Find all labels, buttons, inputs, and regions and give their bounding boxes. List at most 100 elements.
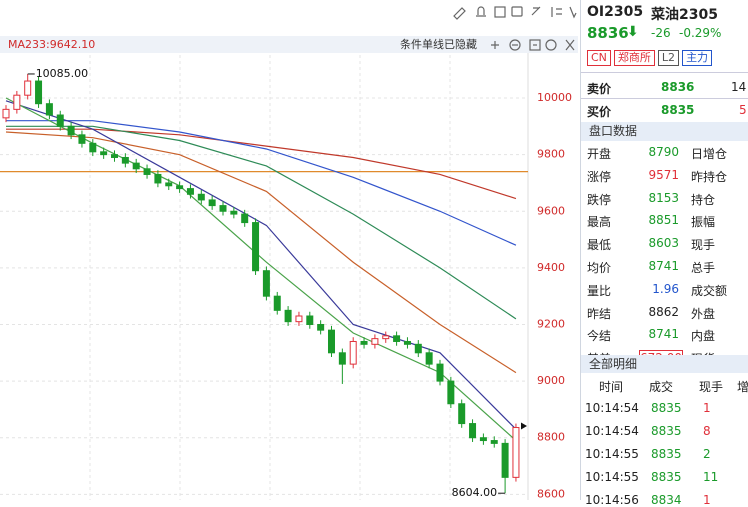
row-label: 持仓	[691, 192, 716, 207]
annotation: 8604.00	[452, 486, 498, 499]
price-marker	[521, 422, 527, 430]
row-value: 8153	[648, 190, 679, 205]
candle-body	[176, 185, 184, 190]
candle-body	[165, 182, 173, 187]
ask-label: 卖价	[587, 82, 612, 96]
name: 菜油2305	[651, 7, 718, 23]
ma-line	[6, 125, 517, 320]
row-label: 外盘	[691, 306, 716, 321]
y-tick-label: 8600	[537, 487, 565, 500]
candle-body	[393, 335, 401, 342]
y-tick-label: 9000	[537, 374, 565, 387]
row-label: 昨结	[587, 306, 612, 321]
bid-vol: 5	[739, 103, 747, 117]
detail-head: 增	[737, 380, 748, 394]
row-value: 8741	[648, 259, 679, 273]
candle-body	[132, 162, 140, 170]
detail-vol: 2	[703, 447, 711, 461]
row-label: 总手	[691, 261, 716, 275]
candle-body	[371, 338, 379, 345]
divider	[581, 72, 748, 73]
bid-price: 8835	[661, 103, 695, 117]
row-label: 昨持仓	[691, 169, 728, 184]
candle-body	[414, 343, 422, 354]
detail-price: 8835	[651, 470, 682, 484]
annotation: 10085.00	[36, 67, 88, 80]
row-value: 9571	[648, 167, 679, 182]
detail-header: 全部明细	[581, 355, 748, 373]
detail-head: 成交	[649, 380, 674, 394]
detail-price: 8835	[651, 424, 682, 438]
row-label: 均价	[587, 261, 612, 275]
candle-body	[469, 423, 477, 439]
row-label: 涨停	[587, 169, 612, 184]
candle-body	[425, 352, 433, 365]
row-label: 现手	[691, 238, 716, 253]
candle-body	[284, 309, 292, 323]
candle-body	[121, 156, 129, 164]
row-label: 最高	[587, 215, 612, 230]
row-label: 振幅	[691, 215, 716, 230]
ask-price: 8836	[661, 80, 695, 94]
candle-body	[67, 125, 75, 136]
candle-body	[143, 168, 151, 175]
candle-body	[295, 315, 303, 323]
y-tick-label: 9200	[537, 317, 565, 330]
detail-time: 10:14:54	[585, 424, 639, 438]
row-label: 今结	[587, 329, 612, 344]
candle-body	[479, 437, 487, 442]
bid-label: 买价	[587, 105, 612, 119]
y-tick-label: 9600	[537, 204, 565, 217]
y-tick-label: 9400	[537, 261, 565, 274]
hint: 条件单线已隐藏	[400, 37, 477, 51]
candle-body	[208, 199, 216, 207]
detail-vol: 8	[703, 424, 711, 438]
detail-time: 10:14:55	[585, 447, 639, 461]
candle-body	[360, 340, 368, 345]
candle-body	[56, 114, 64, 127]
y-tick-label: 8800	[537, 431, 565, 444]
candle-body	[89, 142, 97, 153]
chart: MA233:9642.10 条件单线已隐藏 8600 8800 9000 9200 94…	[0, 6, 578, 500]
candle-body	[24, 80, 32, 96]
candle-body	[230, 210, 238, 215]
candle-body	[252, 222, 260, 272]
row-value: 1.96	[652, 281, 679, 296]
row-label: 最低	[587, 238, 612, 253]
candle-body	[186, 188, 194, 195]
candle-body	[403, 340, 411, 345]
candle-body	[338, 352, 346, 365]
candle-body	[317, 323, 325, 331]
tag: CN	[587, 50, 611, 66]
ma-line	[5, 131, 517, 374]
detail-head: 时间	[599, 380, 624, 394]
row-label: 内盘	[691, 329, 716, 344]
price: 8836	[587, 24, 629, 42]
arrow: ⬇	[627, 24, 639, 40]
quote-panel: OI2305 菜油2305 8836 ⬇ -26 -0.29% CN 郑商所 L2 主…	[580, 0, 748, 507]
row-value: 8603	[648, 236, 679, 251]
row-value: 8862	[648, 304, 679, 319]
candle-body	[490, 440, 498, 444]
row-value: 8790	[648, 145, 679, 159]
ask-vol: 14	[731, 80, 747, 94]
tag: 主力	[682, 50, 713, 66]
row-label: 量比	[587, 283, 612, 298]
ma-label: MA233:9642.10	[8, 38, 95, 51]
row-value: 8851	[648, 213, 679, 228]
candle-body	[436, 363, 444, 382]
ma-line	[6, 120, 517, 246]
change: -26	[651, 26, 671, 40]
tag: L2	[657, 50, 680, 66]
row-label: 日增仓	[691, 147, 728, 161]
code: OI2305	[587, 4, 644, 20]
candle-body	[219, 205, 227, 212]
candle-body	[262, 270, 270, 297]
candle-body	[501, 442, 509, 478]
toolbar[interactable]	[453, 6, 577, 51]
candle-body	[458, 403, 466, 425]
candle-body	[349, 340, 357, 365]
section-header: 盘口数据	[581, 122, 748, 141]
ma-line	[5, 97, 517, 442]
